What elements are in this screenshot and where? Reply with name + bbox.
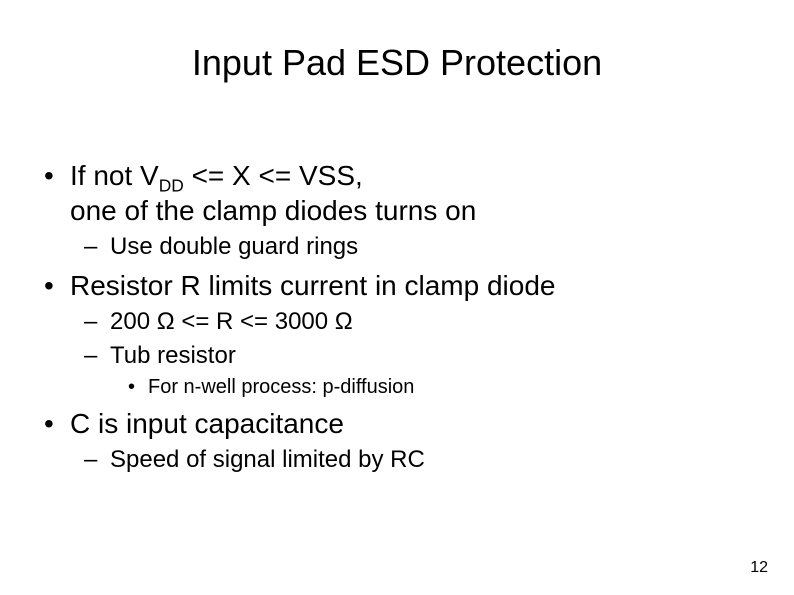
slide: Input Pad ESD Protection If not VDD <= X… <box>0 0 794 595</box>
bullet-1-prefix: If not V <box>70 160 159 191</box>
page-title: Input Pad ESD Protection <box>0 42 794 84</box>
bullet-2-2-1: For n-well process: p-diffusion <box>42 375 752 400</box>
bullet-3: C is input capacitance <box>42 406 752 441</box>
slide-body: If not VDD <= X <= VSS, one of the clamp… <box>42 152 752 475</box>
bullet-2: Resistor R limits current in clamp diode <box>42 268 752 303</box>
page-number: 12 <box>750 559 768 577</box>
bullet-2-2: Tub resistor <box>42 341 752 371</box>
bullet-1-1: Use double guard rings <box>42 232 752 262</box>
bullet-1-suffix: <= X <= VSS, <box>184 160 363 191</box>
bullet-1: If not VDD <= X <= VSS, one of the clamp… <box>42 158 752 228</box>
bullet-2-1: 200 Ω <= R <= 3000 Ω <box>42 307 752 337</box>
bullet-3-1: Speed of signal limited by RC <box>42 445 752 475</box>
bullet-1-continuation: one of the clamp diodes turns on <box>70 195 476 226</box>
bullet-1-subscript: DD <box>159 176 184 196</box>
